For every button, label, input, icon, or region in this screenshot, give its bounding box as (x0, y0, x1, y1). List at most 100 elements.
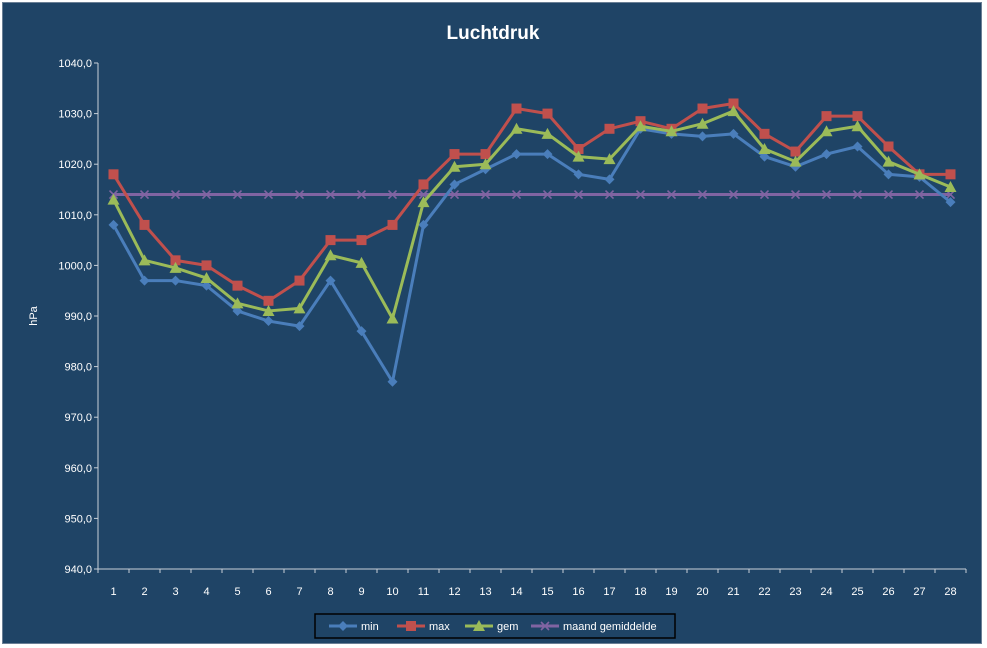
data-point-gem (107, 193, 120, 205)
data-point-maand-gemiddelde (170, 189, 181, 200)
data-point-gem (634, 120, 647, 132)
data-point-max (449, 149, 460, 160)
data-point-maand-gemiddelde (232, 189, 243, 200)
data-point-gem (820, 125, 833, 137)
data-point-max (356, 235, 367, 246)
x-tick-label: 28 (944, 586, 956, 598)
data-point-gem (944, 180, 957, 192)
legend-label-max: max (429, 621, 450, 633)
y-tick-label: 950,0 (64, 513, 92, 525)
data-point-maand-gemiddelde (294, 189, 305, 200)
data-point-maand-gemiddelde (604, 189, 615, 200)
data-point-gem (386, 312, 399, 324)
data-point-maand-gemiddelde (511, 189, 522, 200)
data-point-min (852, 141, 863, 152)
data-point-gem (758, 143, 771, 155)
data-point-max (170, 255, 181, 266)
data-point-gem (138, 254, 151, 266)
x-tick-label: 24 (820, 586, 832, 598)
data-point-min (542, 149, 553, 160)
data-point-maand-gemiddelde (790, 189, 801, 200)
data-point-maand-gemiddelde (263, 189, 274, 200)
data-point-min (883, 169, 894, 180)
data-point-max (573, 144, 584, 155)
legend-marker-gem (473, 620, 485, 631)
data-point-min (604, 174, 615, 185)
data-point-gem (696, 117, 709, 129)
data-point-max (139, 219, 150, 230)
x-tick-label: 14 (510, 586, 522, 598)
series-gem (107, 105, 957, 324)
data-point-min (697, 131, 708, 142)
x-tick-label: 3 (172, 586, 178, 598)
data-point-max (108, 169, 119, 180)
data-point-min (263, 316, 274, 327)
data-point-max (759, 128, 770, 139)
x-tick-label: 23 (789, 586, 801, 598)
line-chart: Luchtdruk hPa 940,0 950,0 960,0 970,0 980,0 990… (28, 23, 967, 639)
data-point-min (232, 305, 243, 316)
data-point-max (542, 108, 553, 119)
data-point-min (759, 151, 770, 162)
data-point-min (108, 219, 119, 230)
data-point-max (387, 219, 398, 230)
data-point-maand-gemiddelde (914, 189, 925, 200)
data-point-max (201, 260, 212, 271)
data-point-gem (479, 158, 492, 170)
data-point-max (852, 111, 863, 122)
y-tick-label: 1040,0 (58, 58, 92, 70)
data-point-min (449, 179, 460, 190)
series-line-gem (112, 109, 952, 321)
data-point-gem (169, 261, 182, 273)
y-axis-title: hPa (28, 305, 40, 325)
data-point-gem (262, 304, 275, 316)
data-point-maand-gemiddelde (356, 189, 367, 200)
x-tick-label: 2 (141, 586, 147, 598)
data-point-min (418, 219, 429, 230)
data-point-min (356, 326, 367, 337)
x-tick-label: 13 (479, 586, 491, 598)
data-point-min (945, 197, 956, 208)
data-point-gem (448, 160, 461, 172)
data-point-gem (572, 150, 585, 162)
series-line-min (112, 127, 952, 384)
data-point-gem (882, 155, 895, 167)
x-tick-label: 19 (665, 586, 677, 598)
x-tick-label: 11 (418, 586, 429, 598)
x-tick-label: 4 (203, 586, 209, 598)
x-tick-label: 12 (448, 586, 460, 598)
y-tick-label: 940,0 (64, 564, 92, 576)
legend-marker-maand-gemiddelde (540, 621, 550, 631)
y-tick-label: 970,0 (64, 412, 92, 424)
data-point-min (728, 128, 739, 139)
x-tick-label: 26 (882, 586, 894, 598)
data-point-gem (324, 249, 337, 261)
data-point-maand-gemiddelde (325, 189, 336, 200)
x-tick-label: 17 (603, 586, 615, 598)
data-point-gem (293, 302, 306, 314)
x-tick-label: 22 (758, 586, 770, 598)
x-tick-label: 8 (327, 586, 333, 598)
data-point-maand-gemiddelde (387, 189, 398, 200)
data-point-maand-gemiddelde (728, 189, 739, 200)
data-point-maand-gemiddelde (697, 189, 708, 200)
data-point-maand-gemiddelde (821, 189, 832, 200)
data-point-max (697, 103, 708, 114)
x-tick-label: 15 (541, 586, 553, 598)
data-point-maand-gemiddelde (852, 189, 863, 200)
series-line-max (112, 101, 951, 303)
y-tick-label: 960,0 (64, 463, 92, 475)
data-point-maand-gemiddelde (139, 189, 150, 200)
data-point-maand-gemiddelde (635, 189, 646, 200)
data-point-min (821, 149, 832, 160)
y-tick-label: 990,0 (64, 311, 92, 323)
x-tick-label: 1 (110, 586, 116, 598)
y-tick-label: 980,0 (64, 362, 92, 374)
data-point-gem (727, 105, 740, 117)
x-tick-label: 10 (386, 586, 398, 598)
legend-label-gem: gem (497, 621, 518, 633)
data-point-min (170, 275, 181, 286)
x-tick-label: 20 (696, 586, 708, 598)
data-point-max (325, 235, 336, 246)
